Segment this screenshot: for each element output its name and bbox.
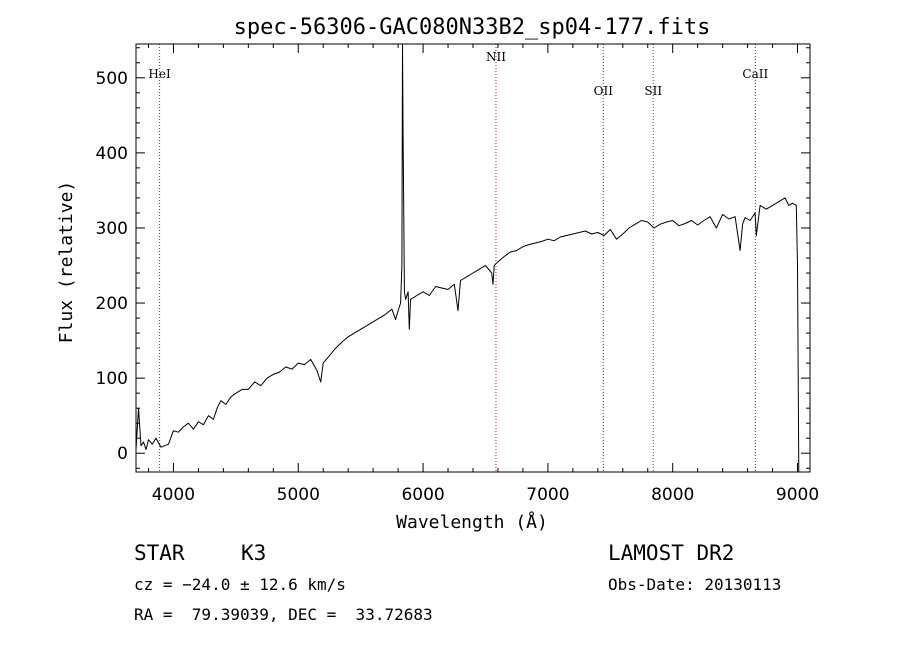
- object-class-label: STAR: [134, 541, 185, 565]
- line-label-caii: CaII: [742, 67, 768, 81]
- x-tick-label: 9000: [776, 485, 819, 505]
- spectrum-series-line: [135, 43, 800, 473]
- subclass-label: K3: [241, 541, 266, 565]
- x-tick-label: 6000: [401, 485, 444, 505]
- x-tick-label: 4000: [152, 485, 195, 505]
- obs-date-label: Obs-Date: 20130113: [608, 575, 781, 594]
- y-tick-label: 100: [96, 369, 128, 389]
- survey-label: LAMOST DR2: [608, 541, 734, 565]
- chart-title: spec-56306-GAC080N33B2_sp04-177.fits: [234, 15, 711, 40]
- y-tick-label: 200: [96, 294, 128, 314]
- x-tick-label: 5000: [277, 485, 320, 505]
- x-tick-label: 8000: [651, 485, 694, 505]
- x-axis-label: Wavelength (Å): [396, 511, 548, 533]
- coordinates-label: RA = 79.39039, DEC = 33.72683: [134, 605, 433, 624]
- line-label-hei: HeI: [148, 67, 171, 81]
- y-tick-label: 0: [117, 444, 128, 464]
- y-tick-label: 400: [96, 144, 128, 164]
- y-tick-label: 300: [96, 219, 128, 239]
- y-axis-label: Flux (relative): [56, 181, 77, 344]
- line-label-oii: OII: [594, 84, 614, 98]
- x-tick-label: 7000: [526, 485, 569, 505]
- redshift-label: cz = −24.0 ± 12.6 km/s: [134, 575, 346, 594]
- y-tick-label: 500: [96, 69, 128, 89]
- plot-area: 4000 5000 6000 7000 8000 9000 0 100 200 300 400 500…: [96, 43, 819, 505]
- line-label-nii: NII: [486, 50, 506, 64]
- line-label-sii: SII: [644, 84, 662, 98]
- plot-frame: [135, 43, 811, 473]
